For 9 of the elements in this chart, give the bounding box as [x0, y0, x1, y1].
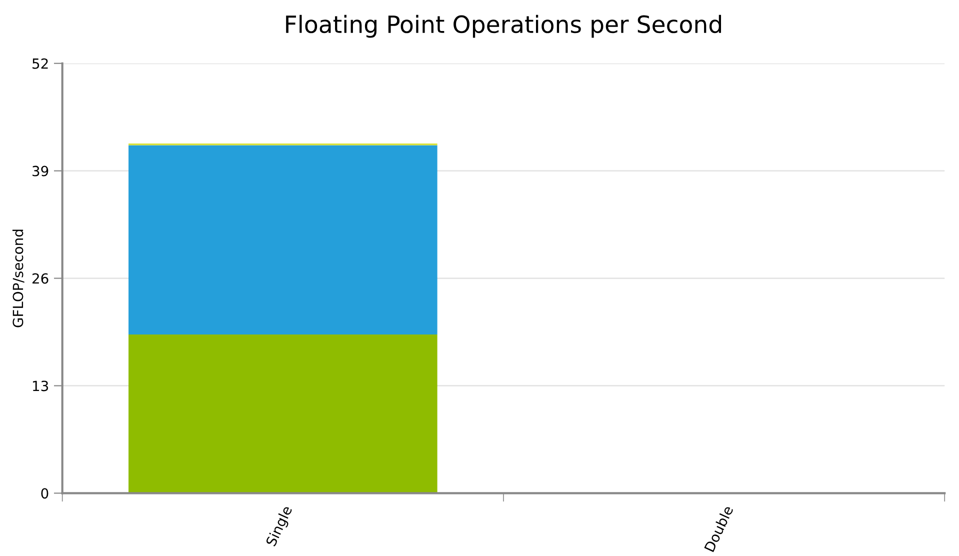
y-tick-label: 13: [32, 380, 48, 392]
bar: [128, 145, 438, 334]
y-axis-title: GFLOP/second: [12, 230, 24, 328]
y-tick-label: 0: [41, 488, 48, 499]
y-tick-label: 52: [32, 58, 48, 69]
chart-title: Floating Point Operations per Second: [286, 14, 722, 38]
y-tick-label: 39: [32, 166, 48, 176]
bar: [128, 334, 438, 494]
y-tick-label: 26: [32, 273, 48, 284]
